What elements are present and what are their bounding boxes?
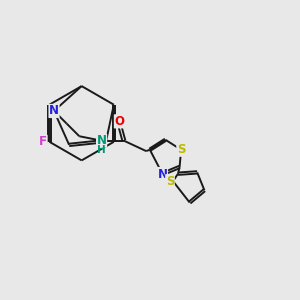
Text: N: N [158,167,167,181]
Text: S: S [166,175,174,188]
Text: H: H [97,145,106,154]
Text: O: O [114,115,124,128]
Text: F: F [39,135,47,148]
Text: S: S [177,143,185,156]
Text: N: N [97,134,106,147]
Text: N: N [49,104,59,118]
